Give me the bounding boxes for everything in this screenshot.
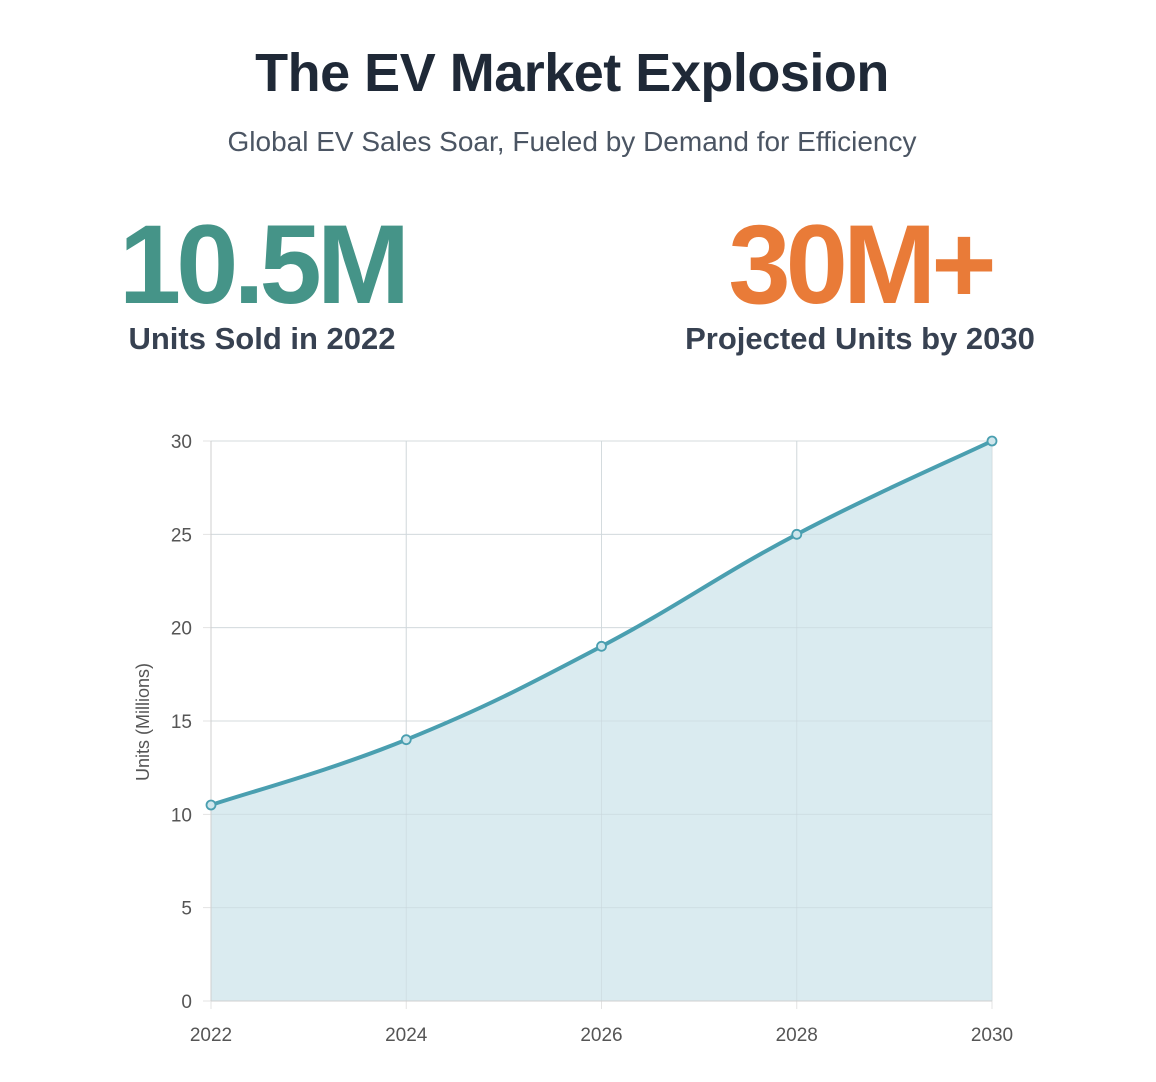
data-point-2030 — [986, 435, 998, 447]
stat-units-sold-label: Units Sold in 2022 — [128, 321, 396, 356]
y-tick-label: 20 — [171, 619, 192, 640]
stat-projected-units-label: Projected Units by 2030 — [685, 321, 1035, 356]
data-point-2028 — [791, 528, 803, 540]
y-tick-label: 10 — [171, 805, 192, 826]
stat-projected-units: 30M+ Projected Units by 2030 — [660, 205, 1060, 359]
stat-units-sold: 10.5M Units Sold in 2022 — [62, 205, 462, 359]
y-tick-label: 0 — [181, 992, 192, 1013]
chart-subtitle: Global EV Sales Soar, Fueled by Demand f… — [227, 126, 917, 157]
x-tick-label: 2024 — [385, 1025, 428, 1046]
chart-title: The EV Market Explosion — [255, 43, 889, 103]
y-axis-title: Units (Millions) — [133, 663, 153, 781]
y-tick-label: 5 — [181, 899, 192, 920]
y-tick-label: 25 — [171, 525, 192, 546]
y-tick-label: 15 — [171, 712, 192, 733]
x-tick-label: 2026 — [580, 1025, 622, 1046]
x-tick-label: 2022 — [190, 1025, 232, 1046]
data-point-2026 — [596, 640, 607, 652]
data-point-2022 — [205, 799, 217, 811]
stat-projected-units-value: 30M+ — [728, 202, 996, 327]
stat-units-sold-value: 10.5M — [118, 202, 410, 327]
x-tick-label: 2028 — [776, 1025, 818, 1046]
y-tick-label: 30 — [171, 432, 192, 453]
data-point-2024 — [400, 734, 412, 746]
x-tick-label: 2030 — [971, 1025, 1013, 1046]
